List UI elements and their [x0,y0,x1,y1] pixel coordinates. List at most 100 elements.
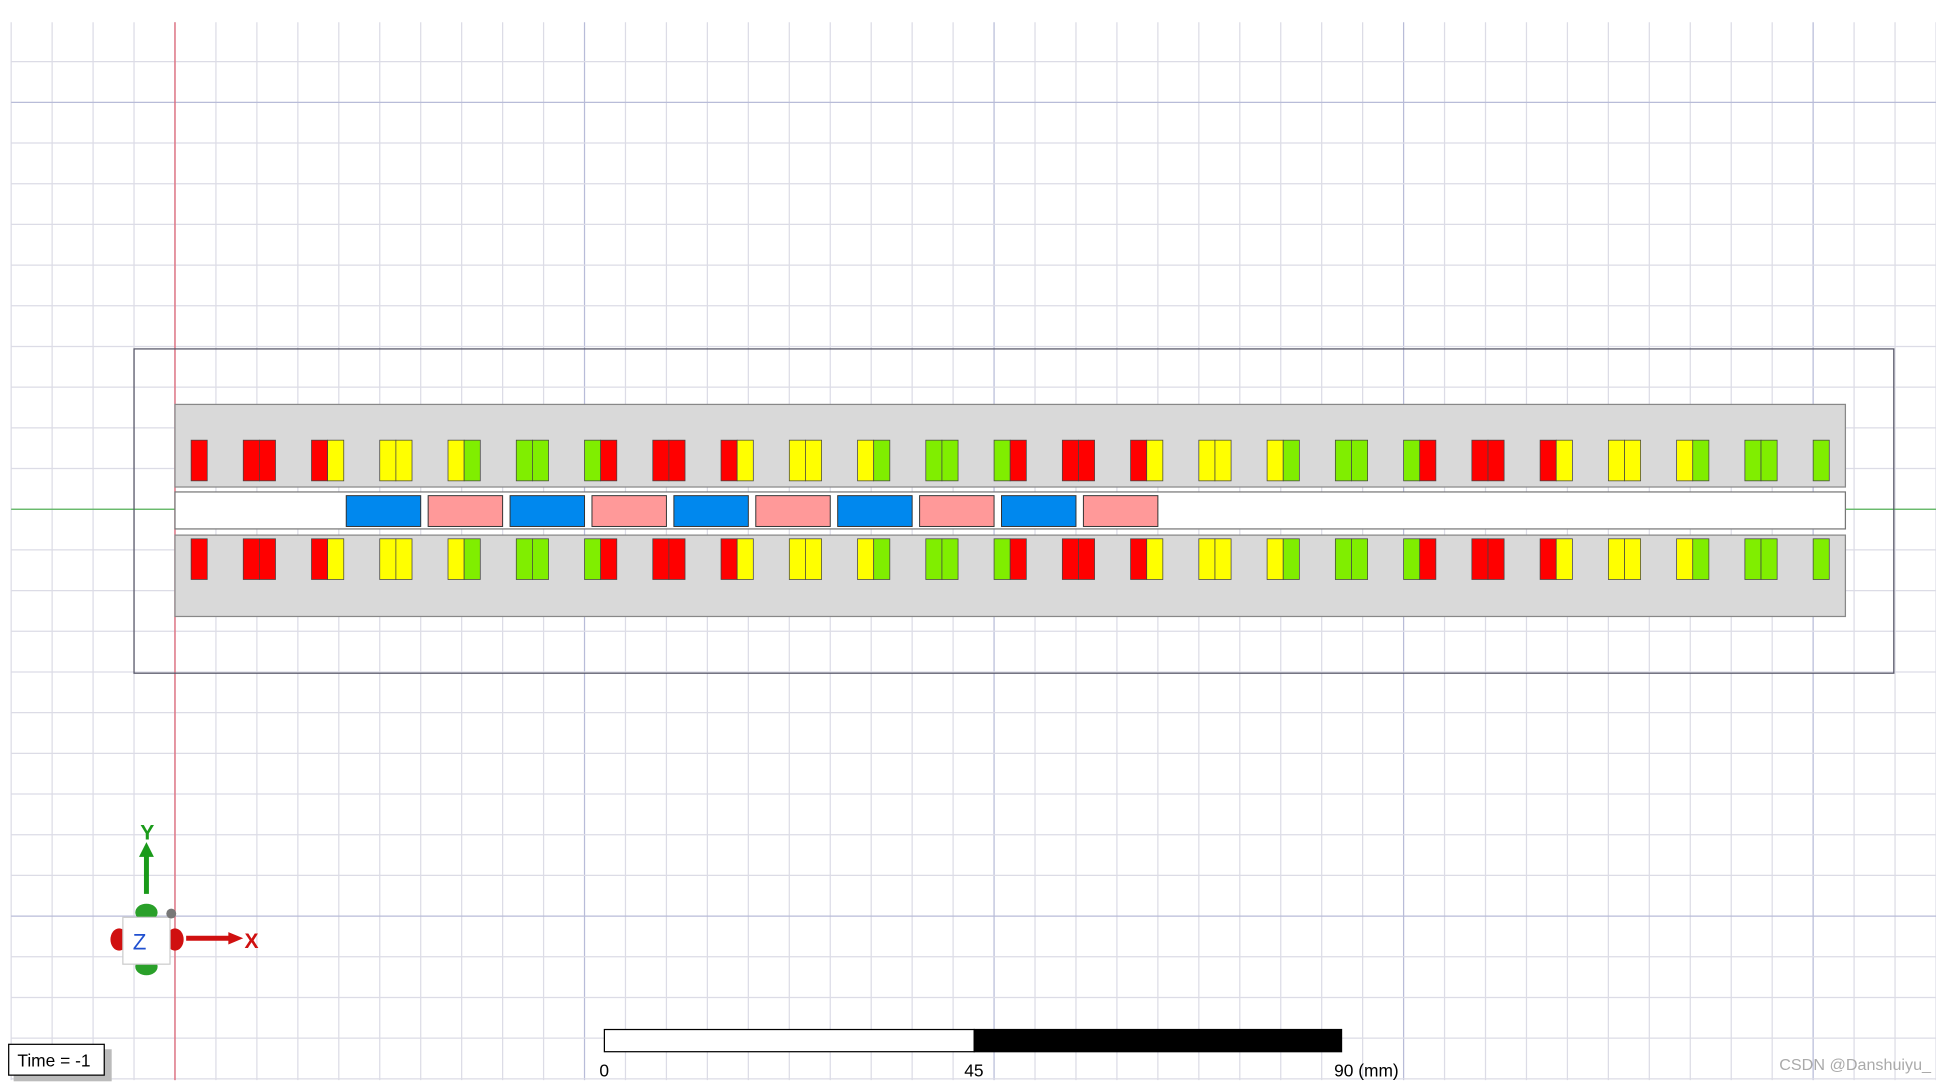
coil [1282,538,1300,580]
origin-dot [166,908,177,919]
coil [1078,439,1095,482]
coil [1744,439,1762,482]
y-label: Y [140,822,154,845]
coil [720,439,738,482]
coil [1471,538,1489,580]
coil [1130,439,1148,482]
coil [1266,439,1284,482]
coil [1403,439,1421,482]
time-box [8,1043,105,1076]
coil [1266,538,1284,580]
coil [463,538,481,580]
coil [668,439,686,482]
coil [1812,538,1830,580]
coil [395,439,413,482]
coil [327,538,345,580]
coil [1009,439,1027,482]
coil [1760,439,1778,482]
magnet [1082,495,1159,527]
axis-triad: Y X Z [110,822,259,976]
coil [1471,439,1489,482]
coil [379,439,397,482]
coil [1198,439,1216,482]
scale-label: 0 [599,1060,609,1080]
coil [1351,439,1368,482]
coil [259,538,276,580]
coil [1676,439,1694,482]
coil [1009,538,1027,580]
coil [1419,538,1437,580]
coil [1078,538,1095,580]
coil [1351,538,1368,580]
coil [668,538,686,580]
coil [720,538,738,580]
scale-label: 45 [964,1060,983,1080]
coil [447,538,465,580]
coil [652,538,670,580]
coil [584,439,602,482]
coil [1624,439,1642,482]
coil [1146,538,1164,580]
coil [600,439,618,482]
coil [788,439,806,482]
coil [1334,538,1352,580]
y-arrow-head [138,842,154,857]
coil [395,538,413,580]
coil [327,439,345,482]
coil [788,538,806,580]
coil [463,439,481,482]
coil [532,439,549,482]
coil [515,439,533,482]
coil [242,538,260,580]
coil [925,538,943,580]
coil [190,439,208,482]
time-label: Time = -1 [17,1051,90,1071]
coil [1061,439,1079,482]
coil [1624,538,1642,580]
coil [993,538,1011,580]
scale-label: 90 (mm) [1334,1060,1399,1080]
coil [1419,439,1437,482]
coil [1130,538,1148,580]
coil [1487,439,1505,482]
magnet [427,495,504,527]
coil [873,439,891,482]
coil [1692,439,1710,482]
coil [1760,538,1778,580]
z-label: Z [133,929,147,954]
coil [857,538,875,580]
coil [532,538,549,580]
coil [1334,439,1352,482]
magnet [1001,495,1077,527]
coil [1282,439,1300,482]
coil [1539,538,1557,580]
x-label: X [244,930,258,953]
coil [190,538,208,580]
magnet [591,495,667,527]
x-arrow-head [228,932,244,945]
coil [993,439,1011,482]
coil [515,538,533,580]
magnet [919,495,995,527]
coil [1607,538,1625,580]
z-box [122,916,171,965]
magnet [509,495,586,527]
region-box [133,348,1895,674]
coil [242,439,260,482]
coil [259,439,276,482]
coil [1539,439,1557,482]
magnet [673,495,749,527]
y-knob [135,903,158,922]
coil [311,439,329,482]
coil [736,538,754,580]
scale-bar-black [973,1028,1343,1053]
coil [1744,538,1762,580]
coil [857,439,875,482]
coil [652,439,670,482]
coil [1812,439,1830,482]
coil [736,439,754,482]
coil [805,538,822,580]
magnet [755,495,831,527]
watermark: CSDN @Danshuiyu_ [1779,1056,1932,1074]
